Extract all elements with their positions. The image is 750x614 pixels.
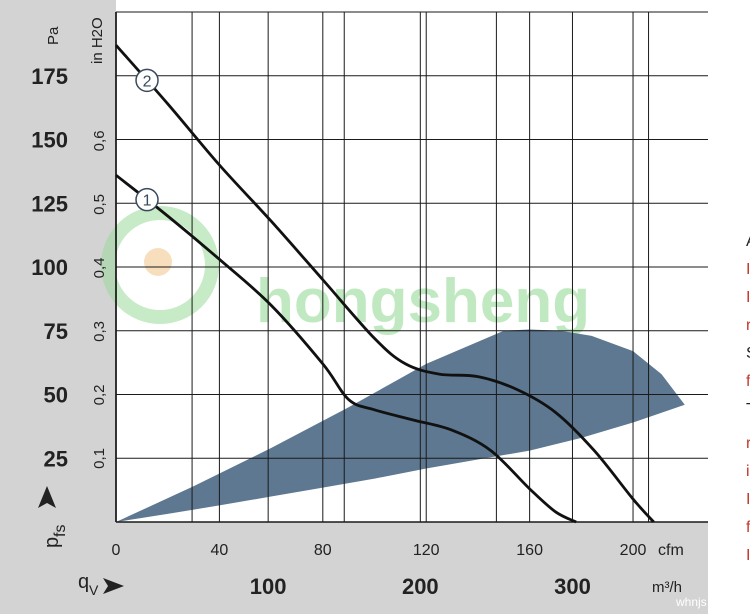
curve-label-2: 2 (143, 73, 152, 90)
ylabel-sub: fs (52, 525, 69, 537)
cfm-tick-label: 200 (620, 542, 647, 559)
curve-marker-2 (135, 68, 159, 93)
cfm-tick-label: 160 (516, 542, 543, 559)
x-axis-panel (0, 522, 708, 614)
x-axis-symbol: q V (78, 571, 99, 598)
pa-tick-label: 100 (31, 255, 68, 280)
y-axis-symbol: p fs (41, 525, 69, 548)
m3h-tick-label: 200 (402, 574, 439, 599)
inh2o-tick-label: 0,6 (91, 130, 108, 151)
ylabel-text: p (41, 537, 63, 548)
m3h-tick-label: 100 (250, 574, 287, 599)
inh2o-tick-label: 0,3 (91, 321, 108, 342)
inh2o-tick-label: 0,1 (91, 448, 108, 469)
y-axis-panel (0, 0, 116, 542)
footer-watermark-text: whnjs (675, 595, 707, 609)
xlabel-sub: V (89, 582, 99, 598)
cfm-tick-label: 80 (314, 542, 332, 559)
side-letter: f (746, 373, 750, 390)
side-letter: i (746, 463, 750, 480)
curve-label-1: 1 (143, 193, 152, 210)
xlabel-text: q (78, 571, 89, 593)
inh2o-tick-label: 0,2 (91, 385, 108, 406)
cfm-tick-label: 120 (413, 542, 440, 559)
side-letter: f (746, 519, 750, 536)
pa-tick-label: 25 (44, 446, 68, 471)
curve-marker-1 (135, 187, 159, 212)
curve-1 (115, 174, 577, 524)
side-letter: I (746, 289, 750, 306)
x-axis-arrow-icon (103, 578, 124, 594)
cfm-unit-label: cfm (658, 542, 684, 559)
side-letter: I (746, 261, 750, 278)
side-letter: r (746, 317, 750, 334)
inh2o-unit-label: in H2O (89, 17, 106, 64)
y-axis-arrow-icon (38, 486, 56, 508)
pa-unit-label: Pa (45, 26, 62, 45)
side-letter: A (746, 233, 750, 250)
cfm-tick-label: 0 (112, 542, 121, 559)
m3h-tick-label: 300 (554, 574, 591, 599)
pa-tick-label: 150 (31, 128, 68, 153)
watermark-text: hongsheng (256, 267, 590, 336)
watermark-sun-core (144, 248, 172, 276)
side-letter: T (746, 401, 750, 418)
pa-tick-label: 125 (31, 191, 68, 216)
cfm-tick-label: 40 (211, 542, 229, 559)
side-text: AIIrSfTriIfI (746, 233, 750, 564)
pa-tick-label: 175 (31, 64, 68, 89)
watermark-sun-icon (101, 206, 219, 324)
pa-tick-label: 50 (44, 383, 68, 408)
curve-2 (114, 44, 655, 523)
side-letter: r (746, 435, 750, 452)
side-letter: I (746, 547, 750, 564)
m3h-unit-label: m³/h (652, 579, 682, 596)
pa-tick-label: 75 (44, 319, 68, 344)
operating-range-area (116, 329, 685, 522)
hongsheng-watermark: hongsheng (101, 206, 590, 336)
inh2o-tick-label: 0,5 (91, 194, 108, 215)
inh2o-tick-label: 0,4 (91, 257, 108, 278)
side-letter: I (746, 491, 750, 508)
side-letter: S (746, 345, 750, 362)
